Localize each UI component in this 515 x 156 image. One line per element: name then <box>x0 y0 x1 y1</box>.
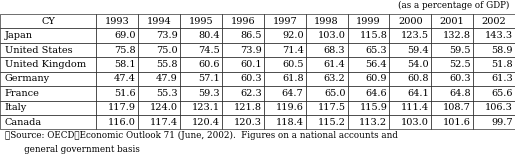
Text: ※Source: OECD／Economic Outlook 71 (June, 2002).  Figures on a national accounts : ※Source: OECD／Economic Outlook 71 (June,… <box>5 131 398 140</box>
Text: general government basis: general government basis <box>5 145 140 154</box>
Text: (as a percentage of GDP): (as a percentage of GDP) <box>399 1 510 10</box>
